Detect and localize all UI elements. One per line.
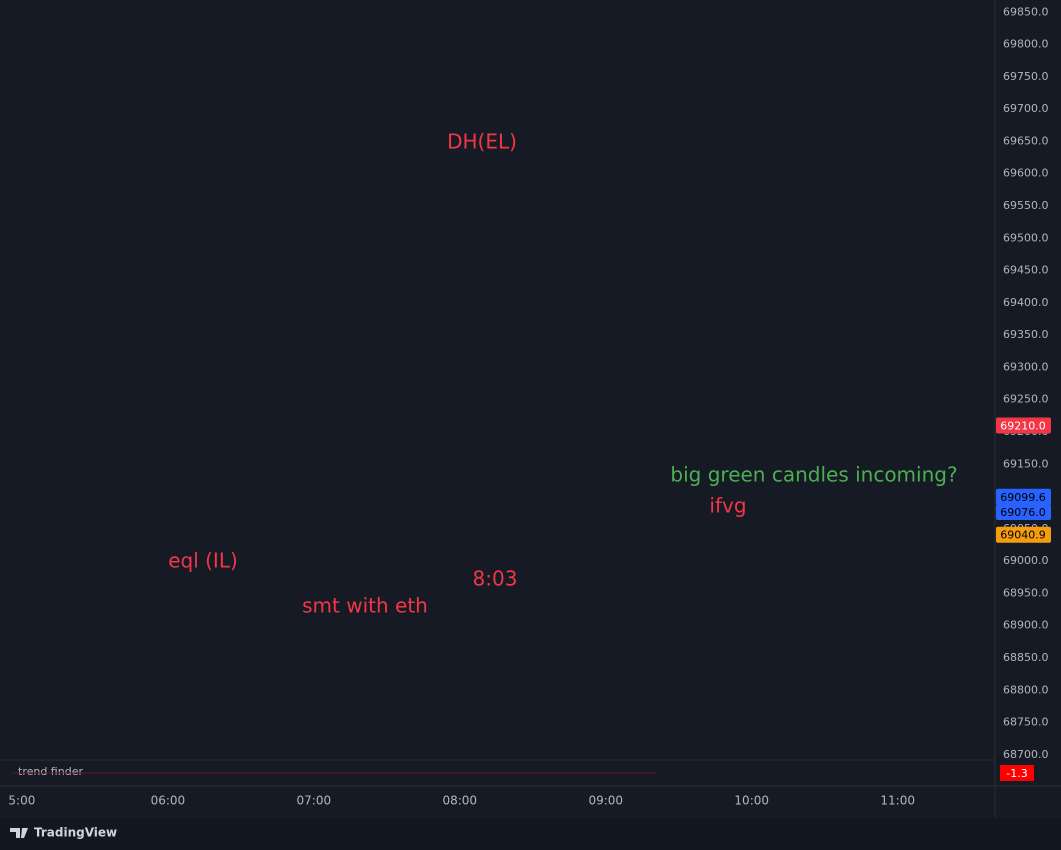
x-tick-label: 10:00 (734, 794, 769, 808)
indicator-badge (1000, 765, 1034, 781)
y-tick-label: 68850.0 (1003, 651, 1049, 664)
y-tick-label: 69250.0 (1003, 393, 1049, 406)
x-tick-label: 07:00 (297, 794, 332, 808)
annotation: eql (IL) (168, 549, 238, 573)
y-tick-label: 69500.0 (1003, 231, 1049, 244)
y-tick-label: 68950.0 (1003, 586, 1049, 599)
price-badge-label: 69099.6 (1000, 491, 1046, 504)
price-badge (996, 417, 1051, 434)
y-tick-label: 69150.0 (1003, 457, 1049, 470)
y-tick-label: 68750.0 (1003, 716, 1049, 729)
brand-logo (10, 828, 28, 838)
y-tick-label: 69450.0 (1003, 264, 1049, 277)
brand: TradingView (34, 826, 117, 840)
x-tick-label: 5:00 (8, 794, 35, 808)
y-tick-label: 69750.0 (1003, 70, 1049, 83)
y-tick-label: 68800.0 (1003, 683, 1049, 696)
price-badge-label: 69210.0 (1000, 420, 1046, 433)
annotation: ifvg (709, 494, 746, 518)
price-badge-label: 69076.0 (1000, 506, 1046, 519)
y-tick-label: 69000.0 (1003, 554, 1049, 567)
indicator-value: -1.3 (1006, 767, 1027, 780)
y-tick-label: 69400.0 (1003, 296, 1049, 309)
y-tick-label: 69700.0 (1003, 102, 1049, 115)
x-tick-label: 08:00 (442, 794, 477, 808)
annotation: big green candles incoming? (670, 463, 957, 487)
y-tick-label: 68700.0 (1003, 748, 1049, 761)
y-tick-label: 69350.0 (1003, 328, 1049, 341)
indicator-name: trend finder (18, 765, 83, 778)
y-tick-label: 69850.0 (1003, 5, 1049, 18)
annotation: smt with eth (302, 594, 428, 618)
price-badge (996, 526, 1051, 543)
y-tick-label: 69800.0 (1003, 38, 1049, 51)
y-tick-label: 69650.0 (1003, 134, 1049, 147)
footer (0, 818, 1061, 850)
y-tick-label: 69550.0 (1003, 199, 1049, 212)
y-tick-label: 69600.0 (1003, 167, 1049, 180)
y-tick-label: 68900.0 (1003, 619, 1049, 632)
y-tick-label: 69300.0 (1003, 360, 1049, 373)
price-badge (996, 504, 1051, 521)
x-tick-label: 06:00 (151, 794, 186, 808)
price-badge (996, 488, 1051, 505)
price-badge-label: 69040.9 (1000, 529, 1046, 542)
x-tick-label: 09:00 (588, 794, 623, 808)
x-tick-label: 11:00 (880, 794, 915, 808)
annotation: 8:03 (473, 567, 518, 591)
annotation: DH(EL) (447, 130, 517, 154)
